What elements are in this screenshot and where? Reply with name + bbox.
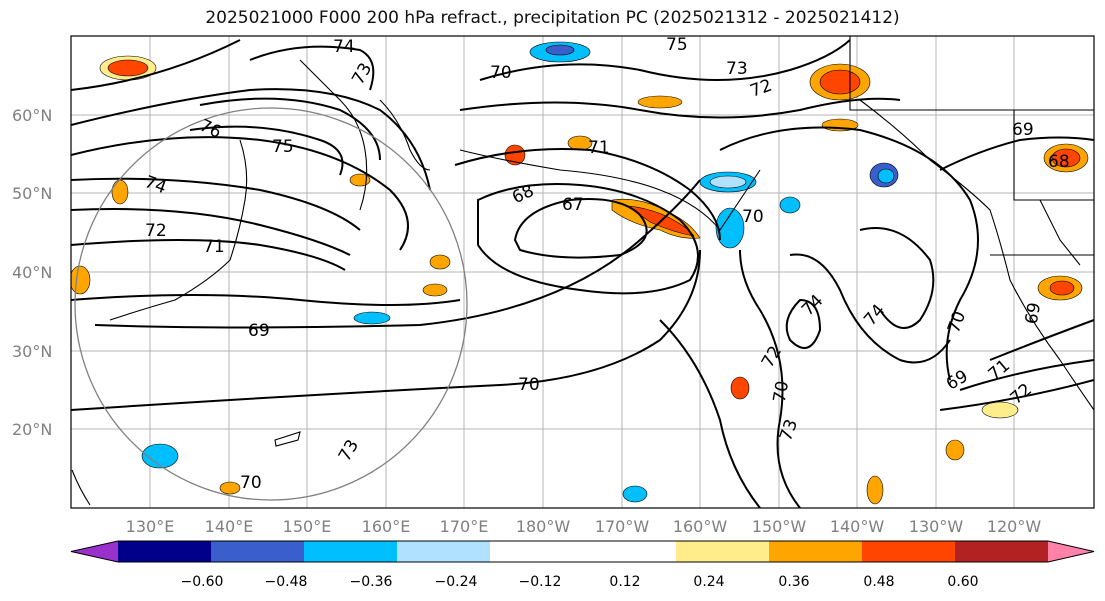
colorbar-segment <box>211 541 305 562</box>
contour-label: 70 <box>518 375 540 395</box>
contour-label: 75 <box>272 137 294 157</box>
contour-label: 70 <box>742 207 764 227</box>
lon-label: 160°W <box>673 517 728 536</box>
map-title: 2025021000 F000 200 hPa refract., precip… <box>205 8 900 28</box>
map-frame <box>70 35 1095 509</box>
lon-label: 160°E <box>362 517 411 536</box>
colorbar-segment <box>955 541 1049 562</box>
colorbar-segment <box>676 541 770 562</box>
colorbar-segment <box>769 541 863 562</box>
colorbar-segment <box>397 541 491 562</box>
colorbar-segment <box>862 541 956 562</box>
contour-label: 73 <box>726 59 748 79</box>
refractivity-contours <box>71 39 1094 508</box>
lat-label: 30°N <box>12 342 52 361</box>
contour-label: 70 <box>770 379 793 404</box>
colorbar <box>70 540 1095 563</box>
colorbar-tick-label: 0.48 <box>863 574 894 590</box>
colorbar-tick-label: −0.48 <box>265 574 308 590</box>
colorbar-segment <box>583 541 677 562</box>
lon-label: 150°E <box>283 517 332 536</box>
lon-label: 120°W <box>987 517 1042 536</box>
lon-label: 180°W <box>516 517 571 536</box>
contour-label: 69 <box>1012 120 1034 140</box>
contour-label: 69 <box>248 321 270 341</box>
contour-label: 74 <box>333 37 355 57</box>
contour-label: 67 <box>562 195 584 215</box>
range-circle <box>74 107 468 501</box>
colorbar-tick-label: 0.60 <box>947 574 978 590</box>
contour-label: 71 <box>588 138 610 158</box>
lon-label: 170°W <box>595 517 650 536</box>
lat-label: 60°N <box>12 106 52 125</box>
colorbar-tick-labels: −0.60 −0.48 −0.36 −0.24 −0.12 0.12 0.24 … <box>181 574 979 590</box>
lon-label: 140°E <box>205 517 254 536</box>
colorbar-segment <box>304 541 398 562</box>
contour-label: 72 <box>145 221 167 241</box>
coastlines <box>71 36 1094 506</box>
colorbar-tick-label: −0.60 <box>181 574 224 590</box>
colorbar-tick-label: −0.24 <box>435 574 478 590</box>
colorbar-outline <box>70 540 1095 563</box>
lon-label: 130°E <box>126 517 175 536</box>
lon-label: 140°W <box>830 517 885 536</box>
colorbar-tick-label: −0.12 <box>519 574 562 590</box>
contour-label: 75 <box>666 35 688 55</box>
lat-label: 40°N <box>12 263 52 282</box>
contour-label: 70 <box>240 473 262 493</box>
colorbar-extend-max <box>1048 541 1094 562</box>
longitude-labels: 130°E 140°E 150°E 160°E 170°E 180°W 170°… <box>126 517 1042 536</box>
contour-label: 69 <box>1022 301 1045 326</box>
lat-label: 20°N <box>12 420 52 439</box>
colorbar-extend-min <box>71 541 118 562</box>
lon-label: 130°W <box>909 517 964 536</box>
contour-label: 71 <box>203 237 225 257</box>
latitude-labels: 60°N 50°N 40°N 30°N 20°N <box>12 106 52 439</box>
contour-label: 68 <box>1048 152 1070 172</box>
colorbar-tick-label: 0.24 <box>693 574 724 590</box>
contour-label: 70 <box>490 63 512 83</box>
colorbar-tick-label: 0.12 <box>609 574 640 590</box>
lon-label: 150°W <box>752 517 807 536</box>
colorbar-tick-label: 0.36 <box>778 574 809 590</box>
colorbar-tick-label: −0.36 <box>350 574 393 590</box>
lat-label: 50°N <box>12 184 52 203</box>
lon-label: 170°E <box>440 517 489 536</box>
colorbar-segment <box>490 541 584 562</box>
colorbar-segment <box>118 541 212 562</box>
